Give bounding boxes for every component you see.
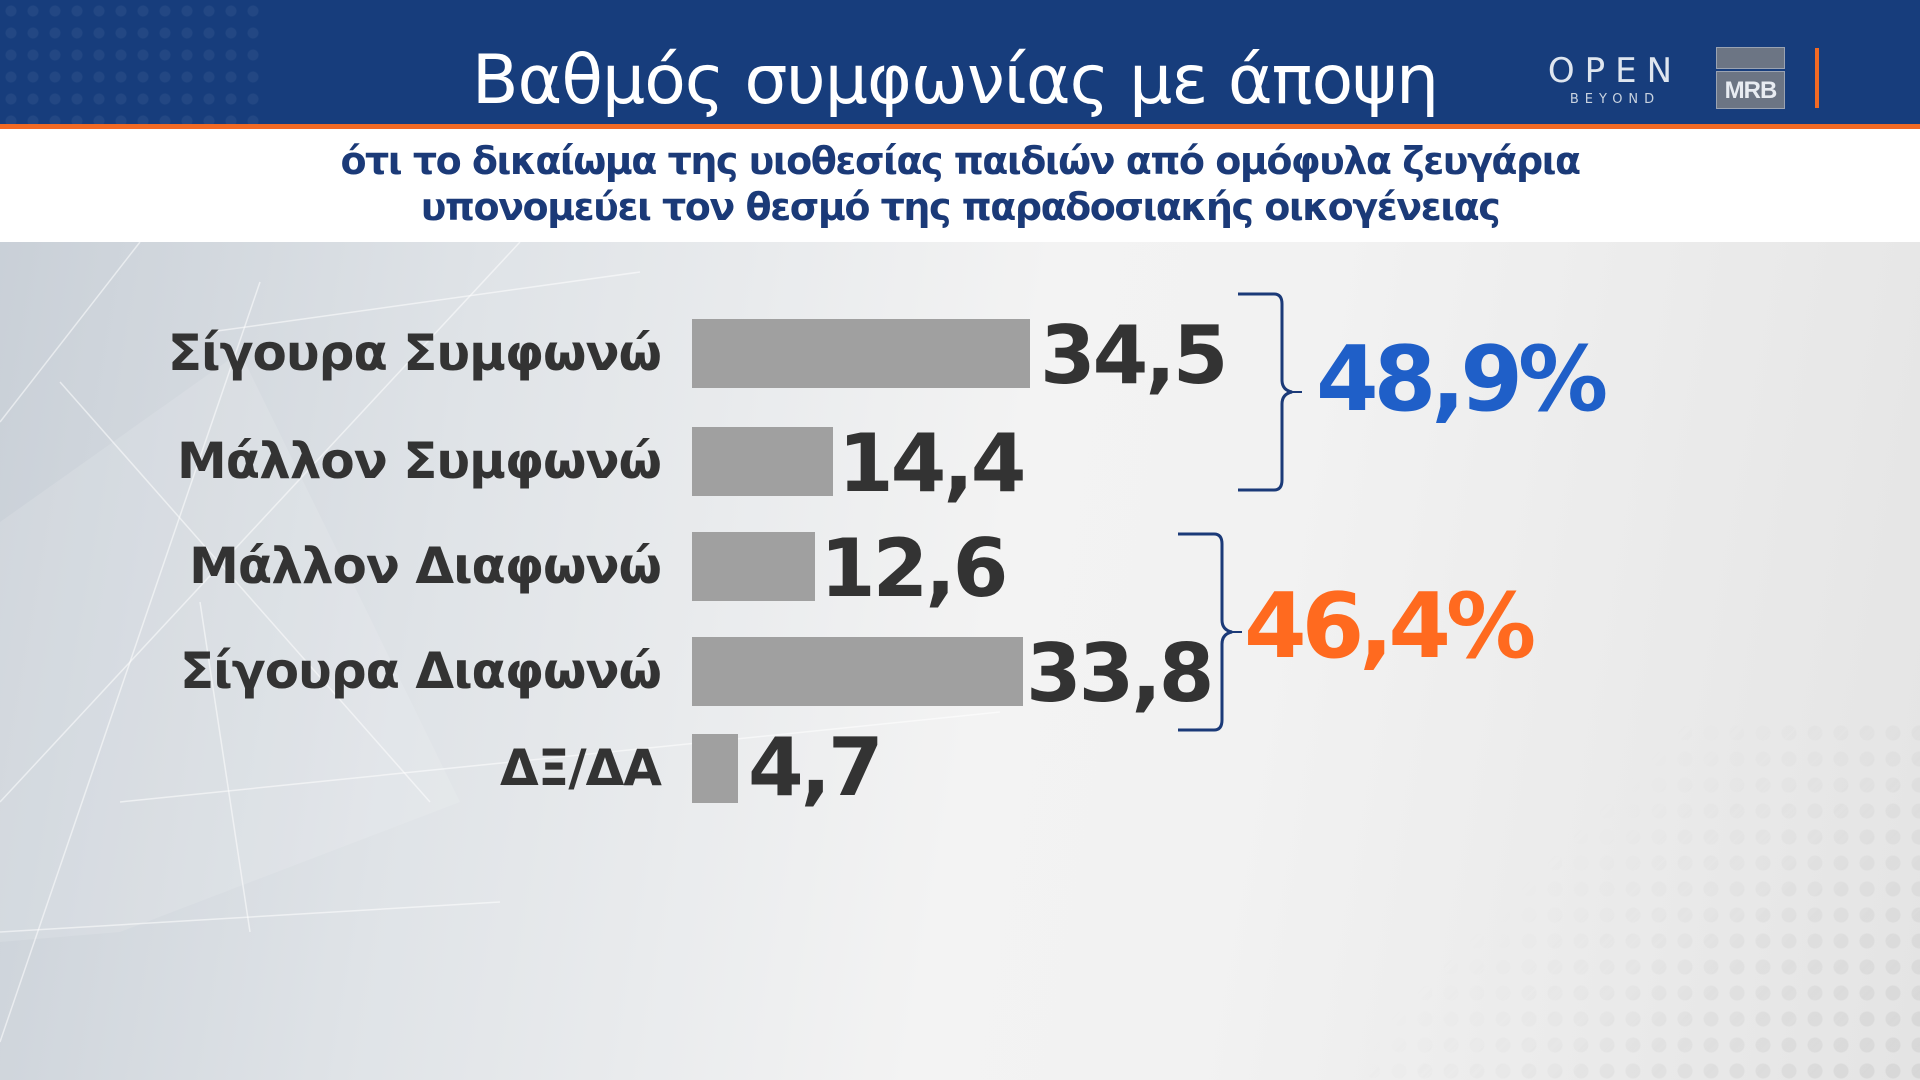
agree-total-label: 48,9% [1316,327,1608,432]
bar [692,532,815,601]
bar [692,637,1023,706]
subtitle-band: ότι το δικαίωμα της υιοθεσίας παιδιών απ… [0,129,1920,242]
subtitle-line-1: ότι το δικαίωμα της υιοθεσίας παιδιών απ… [340,139,1581,183]
background-dot-pattern [1360,720,1920,1080]
bar [692,319,1030,388]
category-label: Μάλλον Συμφωνώ [177,432,662,490]
bar-value-label: 34,5 [1040,309,1228,402]
bar [692,427,833,496]
bar-value-label: 14,4 [838,417,1026,510]
disagree-group-brace-icon [1178,532,1242,732]
category-label: Σίγουρα Διαφωνώ [180,642,662,700]
page-title: Βαθμός συμφωνίας με άποψη [471,41,1439,120]
disagree-total-label: 46,4% [1244,574,1536,679]
mrb-logo-top-block [1716,47,1785,69]
subtitle-line-2: υπονομεύει τον θεσμό της παραδοσιακής οι… [420,185,1501,229]
open-beyond-logo: OPEN BEYOND [1545,52,1685,112]
header-orange-divider [1815,48,1819,108]
header-dot-pattern [0,0,260,124]
bar-value-label: 12,6 [820,522,1008,615]
header-orange-rule [0,124,1920,129]
category-label: ΔΞ/ΔΑ [500,739,662,797]
mrb-logo-text: MRB [1716,71,1785,109]
category-label: Σίγουρα Συμφωνώ [167,324,662,382]
bar-value-label: 33,8 [1026,627,1214,720]
header-bar: Βαθμός συμφωνίας με άποψη OPEN BEYOND MR… [0,0,1920,124]
open-logo-word: OPEN [1547,51,1683,91]
category-label: Μάλλον Διαφωνώ [189,537,662,595]
bar [692,734,738,803]
mrb-logo: MRB [1716,47,1785,109]
open-logo-subword: BEYOND [1569,92,1661,107]
agree-group-brace-icon [1238,292,1302,492]
bar-value-label: 4,7 [748,721,884,814]
